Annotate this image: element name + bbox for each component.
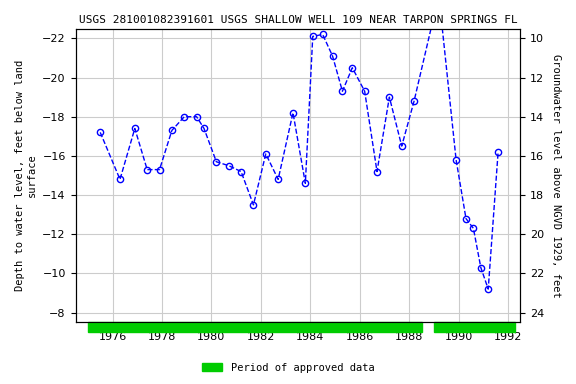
Y-axis label: Groundwater level above NGVD 1929, feet: Groundwater level above NGVD 1929, feet (551, 54, 561, 297)
Bar (434, 323, 516, 332)
Title: USGS 281001082391601 USGS SHALLOW WELL 109 NEAR TARPON SPRINGS FL: USGS 281001082391601 USGS SHALLOW WELL 1… (78, 15, 517, 25)
Legend: Period of approved data: Period of approved data (198, 359, 378, 377)
Bar (88, 323, 422, 332)
Y-axis label: Depth to water level, feet below land
surface: Depth to water level, feet below land su… (15, 60, 37, 291)
